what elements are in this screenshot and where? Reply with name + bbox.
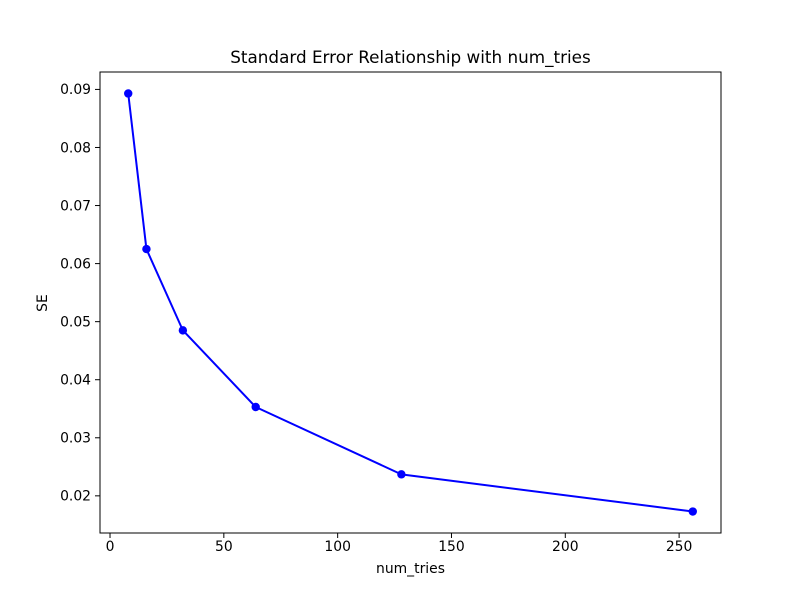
y-tick-label: 0.02 bbox=[60, 489, 91, 505]
y-tick-label: 0.09 bbox=[60, 82, 91, 98]
y-tick-label: 0.06 bbox=[60, 256, 91, 272]
plot-area: 0 50 100 150 200 250 0.02 0.03 0.04 0.05 0.06 0.07 0… bbox=[60, 71, 722, 555]
chart-title: Standard Error Relationship with num_tri… bbox=[230, 47, 590, 68]
x-tick-label: 150 bbox=[438, 539, 465, 555]
data-point bbox=[397, 470, 406, 479]
axes-border bbox=[99, 71, 722, 534]
y-tick-label: 0.03 bbox=[60, 431, 91, 447]
data-point bbox=[142, 244, 151, 254]
x-tick-label: 50 bbox=[215, 539, 233, 555]
x-tick-label: 0 bbox=[106, 539, 115, 555]
y-tick-label: 0.05 bbox=[60, 314, 91, 330]
x-tick-label: 250 bbox=[666, 539, 693, 555]
se-line bbox=[127, 92, 694, 513]
data-point bbox=[124, 89, 133, 98]
y-axis-label: SE bbox=[35, 294, 51, 312]
y-tick-label: 0.08 bbox=[60, 140, 91, 156]
data-point bbox=[178, 326, 188, 335]
x-tick-label: 100 bbox=[324, 539, 351, 555]
x-axis-label: num_tries bbox=[376, 561, 445, 577]
y-tick-label: 0.04 bbox=[60, 373, 91, 389]
y-tick-label: 0.07 bbox=[60, 198, 91, 214]
x-tick-label: 200 bbox=[552, 539, 579, 555]
data-point bbox=[688, 507, 697, 516]
data-point bbox=[251, 402, 260, 412]
